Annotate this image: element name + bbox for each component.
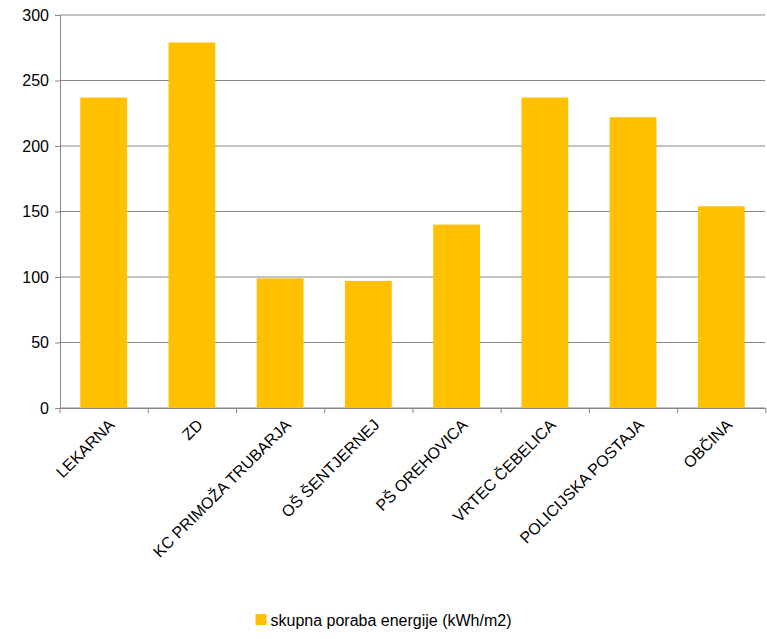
y-tick-mark — [55, 408, 60, 409]
x-tick-label: KC PRIMOŽA TRUBARJA — [149, 415, 294, 560]
y-tick-label: 100 — [22, 269, 49, 286]
x-tick: OBČINA — [679, 415, 735, 471]
x-tick-label: PŠ OREHOVICA — [372, 415, 471, 514]
x-tick: KC PRIMOŽA TRUBARJA — [149, 415, 294, 560]
y-tick: 200 — [22, 138, 60, 155]
y-tick-mark — [55, 212, 60, 213]
x-tick-label: OŠ ŠENTJERNEJ — [277, 415, 382, 520]
y-tick-label: 250 — [22, 72, 49, 89]
y-tick: 100 — [22, 269, 60, 286]
x-separator — [148, 408, 149, 413]
grid-line — [60, 15, 765, 16]
x-separator — [60, 408, 61, 413]
y-axis: 0 50 100 150 200 250 300 — [22, 7, 60, 417]
y-tick-label: 200 — [22, 138, 49, 155]
x-separator — [765, 408, 766, 413]
legend: skupna poraba energije (kWh/m2) — [255, 612, 511, 629]
bar — [257, 278, 304, 408]
x-tick-label: LEKARNA — [53, 416, 118, 481]
legend-swatch — [255, 614, 266, 625]
x-tick-label: ZD — [179, 416, 206, 443]
x-separator — [501, 408, 502, 413]
x-tick: OŠ ŠENTJERNEJ — [277, 415, 382, 520]
bar — [345, 281, 392, 408]
y-tick-mark — [55, 277, 60, 278]
grid-line — [60, 342, 765, 343]
grid-line — [60, 277, 765, 278]
legend-label: skupna poraba energije (kWh/m2) — [270, 612, 511, 629]
y-tick: 300 — [22, 7, 60, 24]
plot: 0 50 100 150 200 250 300 LEKARNA ZDKC PRIMOŽA TR… — [22, 7, 766, 561]
y-tick-mark — [55, 15, 60, 16]
x-separator — [589, 408, 590, 413]
bar — [610, 117, 657, 408]
x-separator — [677, 408, 678, 413]
y-tick-mark — [55, 146, 60, 147]
x-tick-label: POLICIJSKA POSTAJA — [517, 416, 648, 547]
x-tick: POLICIJSKA POSTAJA — [517, 416, 648, 547]
x-tick: PŠ OREHOVICA — [372, 415, 471, 514]
y-tick-label: 300 — [22, 7, 49, 24]
y-axis-line — [55, 16, 61, 409]
bars — [80, 43, 744, 408]
x-separator — [412, 408, 413, 413]
x-axis: LEKARNA ZDKC PRIMOŽA TRUBARJAOŠ ŠENTJERNE… — [53, 409, 766, 561]
x-tick-label: OBČINA — [679, 415, 735, 471]
chart: 0 50 100 150 200 250 300 LEKARNA ZDKC PRIMOŽA TR… — [0, 0, 767, 639]
grid-line — [60, 146, 765, 147]
y-tick: 50 — [31, 334, 60, 351]
bar — [80, 98, 127, 408]
x-separator — [236, 408, 237, 413]
bar — [698, 206, 745, 408]
y-tick-mark — [55, 343, 60, 344]
y-tick: 250 — [22, 72, 60, 89]
grid-line — [60, 80, 765, 81]
grid-line — [60, 211, 765, 212]
y-tick-label: 50 — [31, 334, 49, 351]
x-separator — [324, 408, 325, 413]
legend-item: skupna poraba energije (kWh/m2) — [255, 612, 511, 629]
bar — [169, 43, 216, 408]
bar — [433, 225, 480, 408]
y-tick: 0 — [40, 400, 60, 417]
y-tick-mark — [55, 81, 60, 82]
y-tick: 150 — [22, 203, 60, 220]
grid — [60, 15, 765, 408]
y-tick-label: 0 — [40, 400, 49, 417]
x-separators — [60, 408, 766, 413]
bar — [521, 98, 568, 408]
x-tick: ZD — [179, 416, 206, 443]
x-tick: LEKARNA — [53, 416, 118, 481]
y-tick-label: 150 — [22, 203, 49, 220]
